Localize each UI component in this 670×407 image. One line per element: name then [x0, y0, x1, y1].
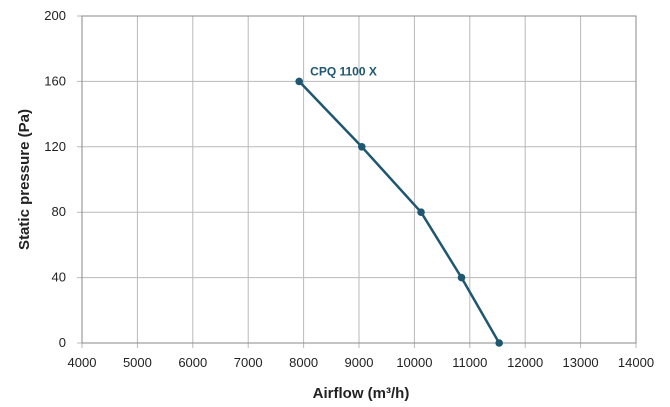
x-tick-label: 14000	[618, 355, 654, 370]
x-tick-label: 8000	[289, 355, 318, 370]
plot-frame	[81, 15, 637, 344]
y-axis-ticks: 0 40 80 120 160 200	[44, 8, 66, 350]
y-tick-label: 80	[52, 204, 66, 219]
x-tick-label: 5000	[123, 355, 152, 370]
y-tick-label: 0	[59, 335, 66, 350]
y-axis-title: Static pressure (Pa)	[16, 109, 33, 250]
y-tick-label: 120	[44, 139, 66, 154]
x-tick-label: 9000	[345, 355, 374, 370]
x-tick-label: 13000	[563, 355, 599, 370]
data-point	[417, 208, 425, 216]
data-point	[457, 273, 466, 282]
x-tick-label: 11000	[452, 355, 487, 370]
data-point	[295, 77, 303, 86]
series-label: CPQ 1100 X	[310, 64, 377, 78]
x-tick-label: 4000	[68, 355, 97, 370]
x-axis-title: Airflow (m³/h)	[313, 385, 410, 402]
y-tick-label: 160	[44, 73, 66, 88]
data-point	[495, 339, 503, 347]
x-axis-ticks: 4000 5000 6000 7000 8000 9000 10000 11000 12000 1…	[68, 355, 655, 370]
data-point	[357, 143, 366, 151]
x-tick-label: 6000	[178, 355, 207, 370]
series-layer: CPQ 1100 X	[295, 64, 503, 347]
x-tick-label: 7000	[234, 355, 263, 370]
x-tick-label: 12000	[507, 355, 543, 370]
x-tick-label: 10000	[396, 355, 432, 370]
y-tick-label: 40	[52, 270, 66, 285]
y-tick-label: 200	[44, 8, 66, 23]
